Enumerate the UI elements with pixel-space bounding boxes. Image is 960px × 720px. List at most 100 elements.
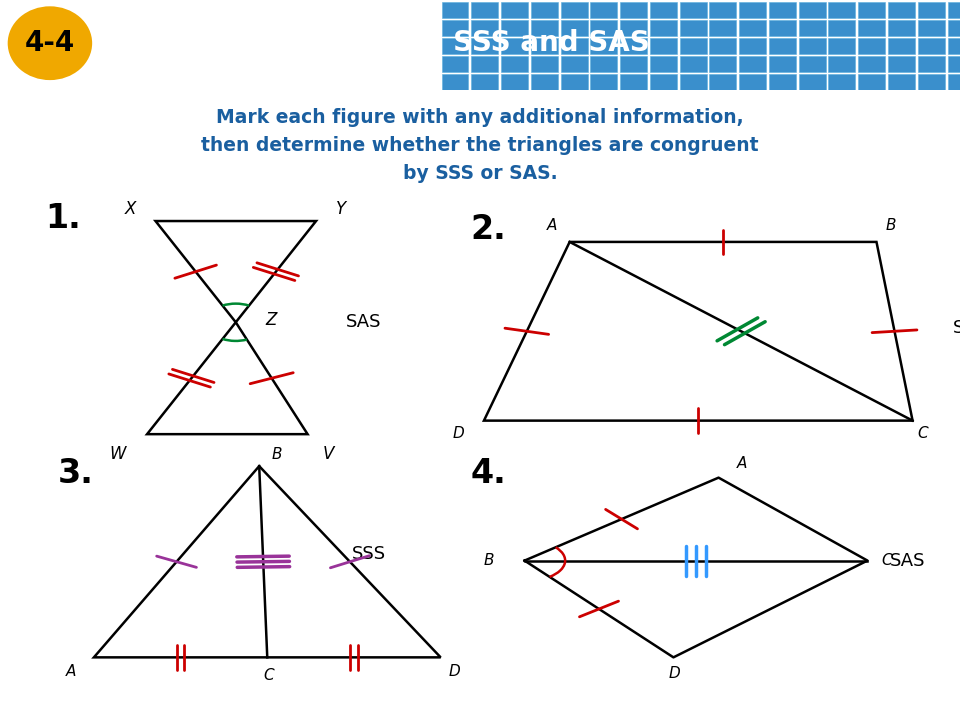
FancyBboxPatch shape bbox=[620, 1, 647, 18]
Text: Triangle Congruence: SSS and SAS: Triangle Congruence: SSS and SAS bbox=[110, 30, 650, 57]
FancyBboxPatch shape bbox=[769, 37, 796, 54]
FancyBboxPatch shape bbox=[739, 37, 766, 54]
FancyBboxPatch shape bbox=[501, 1, 528, 18]
FancyBboxPatch shape bbox=[828, 19, 855, 36]
Text: 2.: 2. bbox=[470, 212, 506, 246]
FancyBboxPatch shape bbox=[858, 37, 885, 54]
FancyBboxPatch shape bbox=[531, 55, 558, 72]
FancyBboxPatch shape bbox=[769, 55, 796, 72]
FancyBboxPatch shape bbox=[769, 73, 796, 90]
FancyBboxPatch shape bbox=[888, 19, 915, 36]
FancyBboxPatch shape bbox=[828, 37, 855, 54]
Text: C: C bbox=[263, 668, 274, 683]
FancyBboxPatch shape bbox=[858, 55, 885, 72]
Text: C: C bbox=[881, 553, 892, 568]
FancyBboxPatch shape bbox=[471, 55, 498, 72]
Text: Y: Y bbox=[336, 200, 347, 218]
FancyBboxPatch shape bbox=[680, 37, 707, 54]
FancyBboxPatch shape bbox=[888, 55, 915, 72]
FancyBboxPatch shape bbox=[709, 1, 736, 18]
FancyBboxPatch shape bbox=[442, 55, 468, 72]
FancyBboxPatch shape bbox=[471, 73, 498, 90]
FancyBboxPatch shape bbox=[709, 73, 736, 90]
FancyBboxPatch shape bbox=[739, 55, 766, 72]
FancyBboxPatch shape bbox=[650, 1, 677, 18]
FancyBboxPatch shape bbox=[501, 19, 528, 36]
FancyBboxPatch shape bbox=[799, 37, 826, 54]
FancyBboxPatch shape bbox=[739, 1, 766, 18]
FancyBboxPatch shape bbox=[739, 19, 766, 36]
FancyBboxPatch shape bbox=[471, 19, 498, 36]
FancyBboxPatch shape bbox=[561, 37, 588, 54]
Text: 4.: 4. bbox=[470, 457, 506, 490]
Text: W: W bbox=[109, 445, 126, 463]
FancyBboxPatch shape bbox=[531, 73, 558, 90]
FancyBboxPatch shape bbox=[561, 55, 588, 72]
Text: C: C bbox=[917, 426, 927, 441]
FancyBboxPatch shape bbox=[590, 73, 617, 90]
FancyBboxPatch shape bbox=[561, 19, 588, 36]
Text: Copyright © by Holt, Rinehart and Winston. All Rights Reserved.: Copyright © by Holt, Rinehart and Winsto… bbox=[564, 693, 946, 707]
FancyBboxPatch shape bbox=[620, 73, 647, 90]
FancyBboxPatch shape bbox=[709, 37, 736, 54]
FancyBboxPatch shape bbox=[948, 37, 960, 54]
FancyBboxPatch shape bbox=[888, 73, 915, 90]
FancyBboxPatch shape bbox=[799, 1, 826, 18]
FancyBboxPatch shape bbox=[709, 19, 736, 36]
FancyBboxPatch shape bbox=[442, 37, 468, 54]
Text: B: B bbox=[885, 217, 896, 233]
FancyBboxPatch shape bbox=[709, 55, 736, 72]
FancyBboxPatch shape bbox=[828, 55, 855, 72]
FancyBboxPatch shape bbox=[650, 19, 677, 36]
FancyBboxPatch shape bbox=[680, 19, 707, 36]
FancyBboxPatch shape bbox=[561, 1, 588, 18]
Text: A: A bbox=[65, 664, 76, 679]
FancyBboxPatch shape bbox=[680, 73, 707, 90]
Text: X: X bbox=[125, 200, 136, 218]
FancyBboxPatch shape bbox=[858, 1, 885, 18]
Text: A: A bbox=[547, 217, 558, 233]
FancyBboxPatch shape bbox=[888, 1, 915, 18]
FancyBboxPatch shape bbox=[531, 1, 558, 18]
FancyBboxPatch shape bbox=[858, 73, 885, 90]
Text: B: B bbox=[484, 553, 494, 568]
Text: 4-4: 4-4 bbox=[25, 30, 75, 57]
Ellipse shape bbox=[8, 6, 92, 80]
FancyBboxPatch shape bbox=[620, 37, 647, 54]
FancyBboxPatch shape bbox=[471, 1, 498, 18]
FancyBboxPatch shape bbox=[590, 1, 617, 18]
Text: D: D bbox=[452, 426, 464, 441]
Text: D: D bbox=[669, 666, 681, 681]
FancyBboxPatch shape bbox=[858, 19, 885, 36]
Text: SAS: SAS bbox=[346, 313, 381, 331]
FancyBboxPatch shape bbox=[590, 19, 617, 36]
Text: V: V bbox=[323, 445, 334, 463]
FancyBboxPatch shape bbox=[531, 19, 558, 36]
FancyBboxPatch shape bbox=[828, 1, 855, 18]
FancyBboxPatch shape bbox=[888, 37, 915, 54]
FancyBboxPatch shape bbox=[948, 19, 960, 36]
FancyBboxPatch shape bbox=[680, 55, 707, 72]
FancyBboxPatch shape bbox=[948, 55, 960, 72]
FancyBboxPatch shape bbox=[650, 55, 677, 72]
FancyBboxPatch shape bbox=[918, 37, 945, 54]
FancyBboxPatch shape bbox=[650, 73, 677, 90]
Text: D: D bbox=[448, 664, 461, 679]
FancyBboxPatch shape bbox=[680, 1, 707, 18]
Text: B: B bbox=[272, 447, 282, 462]
FancyBboxPatch shape bbox=[918, 1, 945, 18]
Text: 1.: 1. bbox=[46, 202, 82, 235]
FancyBboxPatch shape bbox=[620, 55, 647, 72]
FancyBboxPatch shape bbox=[501, 73, 528, 90]
FancyBboxPatch shape bbox=[799, 55, 826, 72]
FancyBboxPatch shape bbox=[471, 37, 498, 54]
FancyBboxPatch shape bbox=[442, 73, 468, 90]
FancyBboxPatch shape bbox=[918, 55, 945, 72]
FancyBboxPatch shape bbox=[442, 19, 468, 36]
FancyBboxPatch shape bbox=[739, 73, 766, 90]
FancyBboxPatch shape bbox=[501, 55, 528, 72]
Text: SSS: SSS bbox=[352, 544, 386, 563]
FancyBboxPatch shape bbox=[620, 19, 647, 36]
FancyBboxPatch shape bbox=[590, 37, 617, 54]
FancyBboxPatch shape bbox=[769, 1, 796, 18]
